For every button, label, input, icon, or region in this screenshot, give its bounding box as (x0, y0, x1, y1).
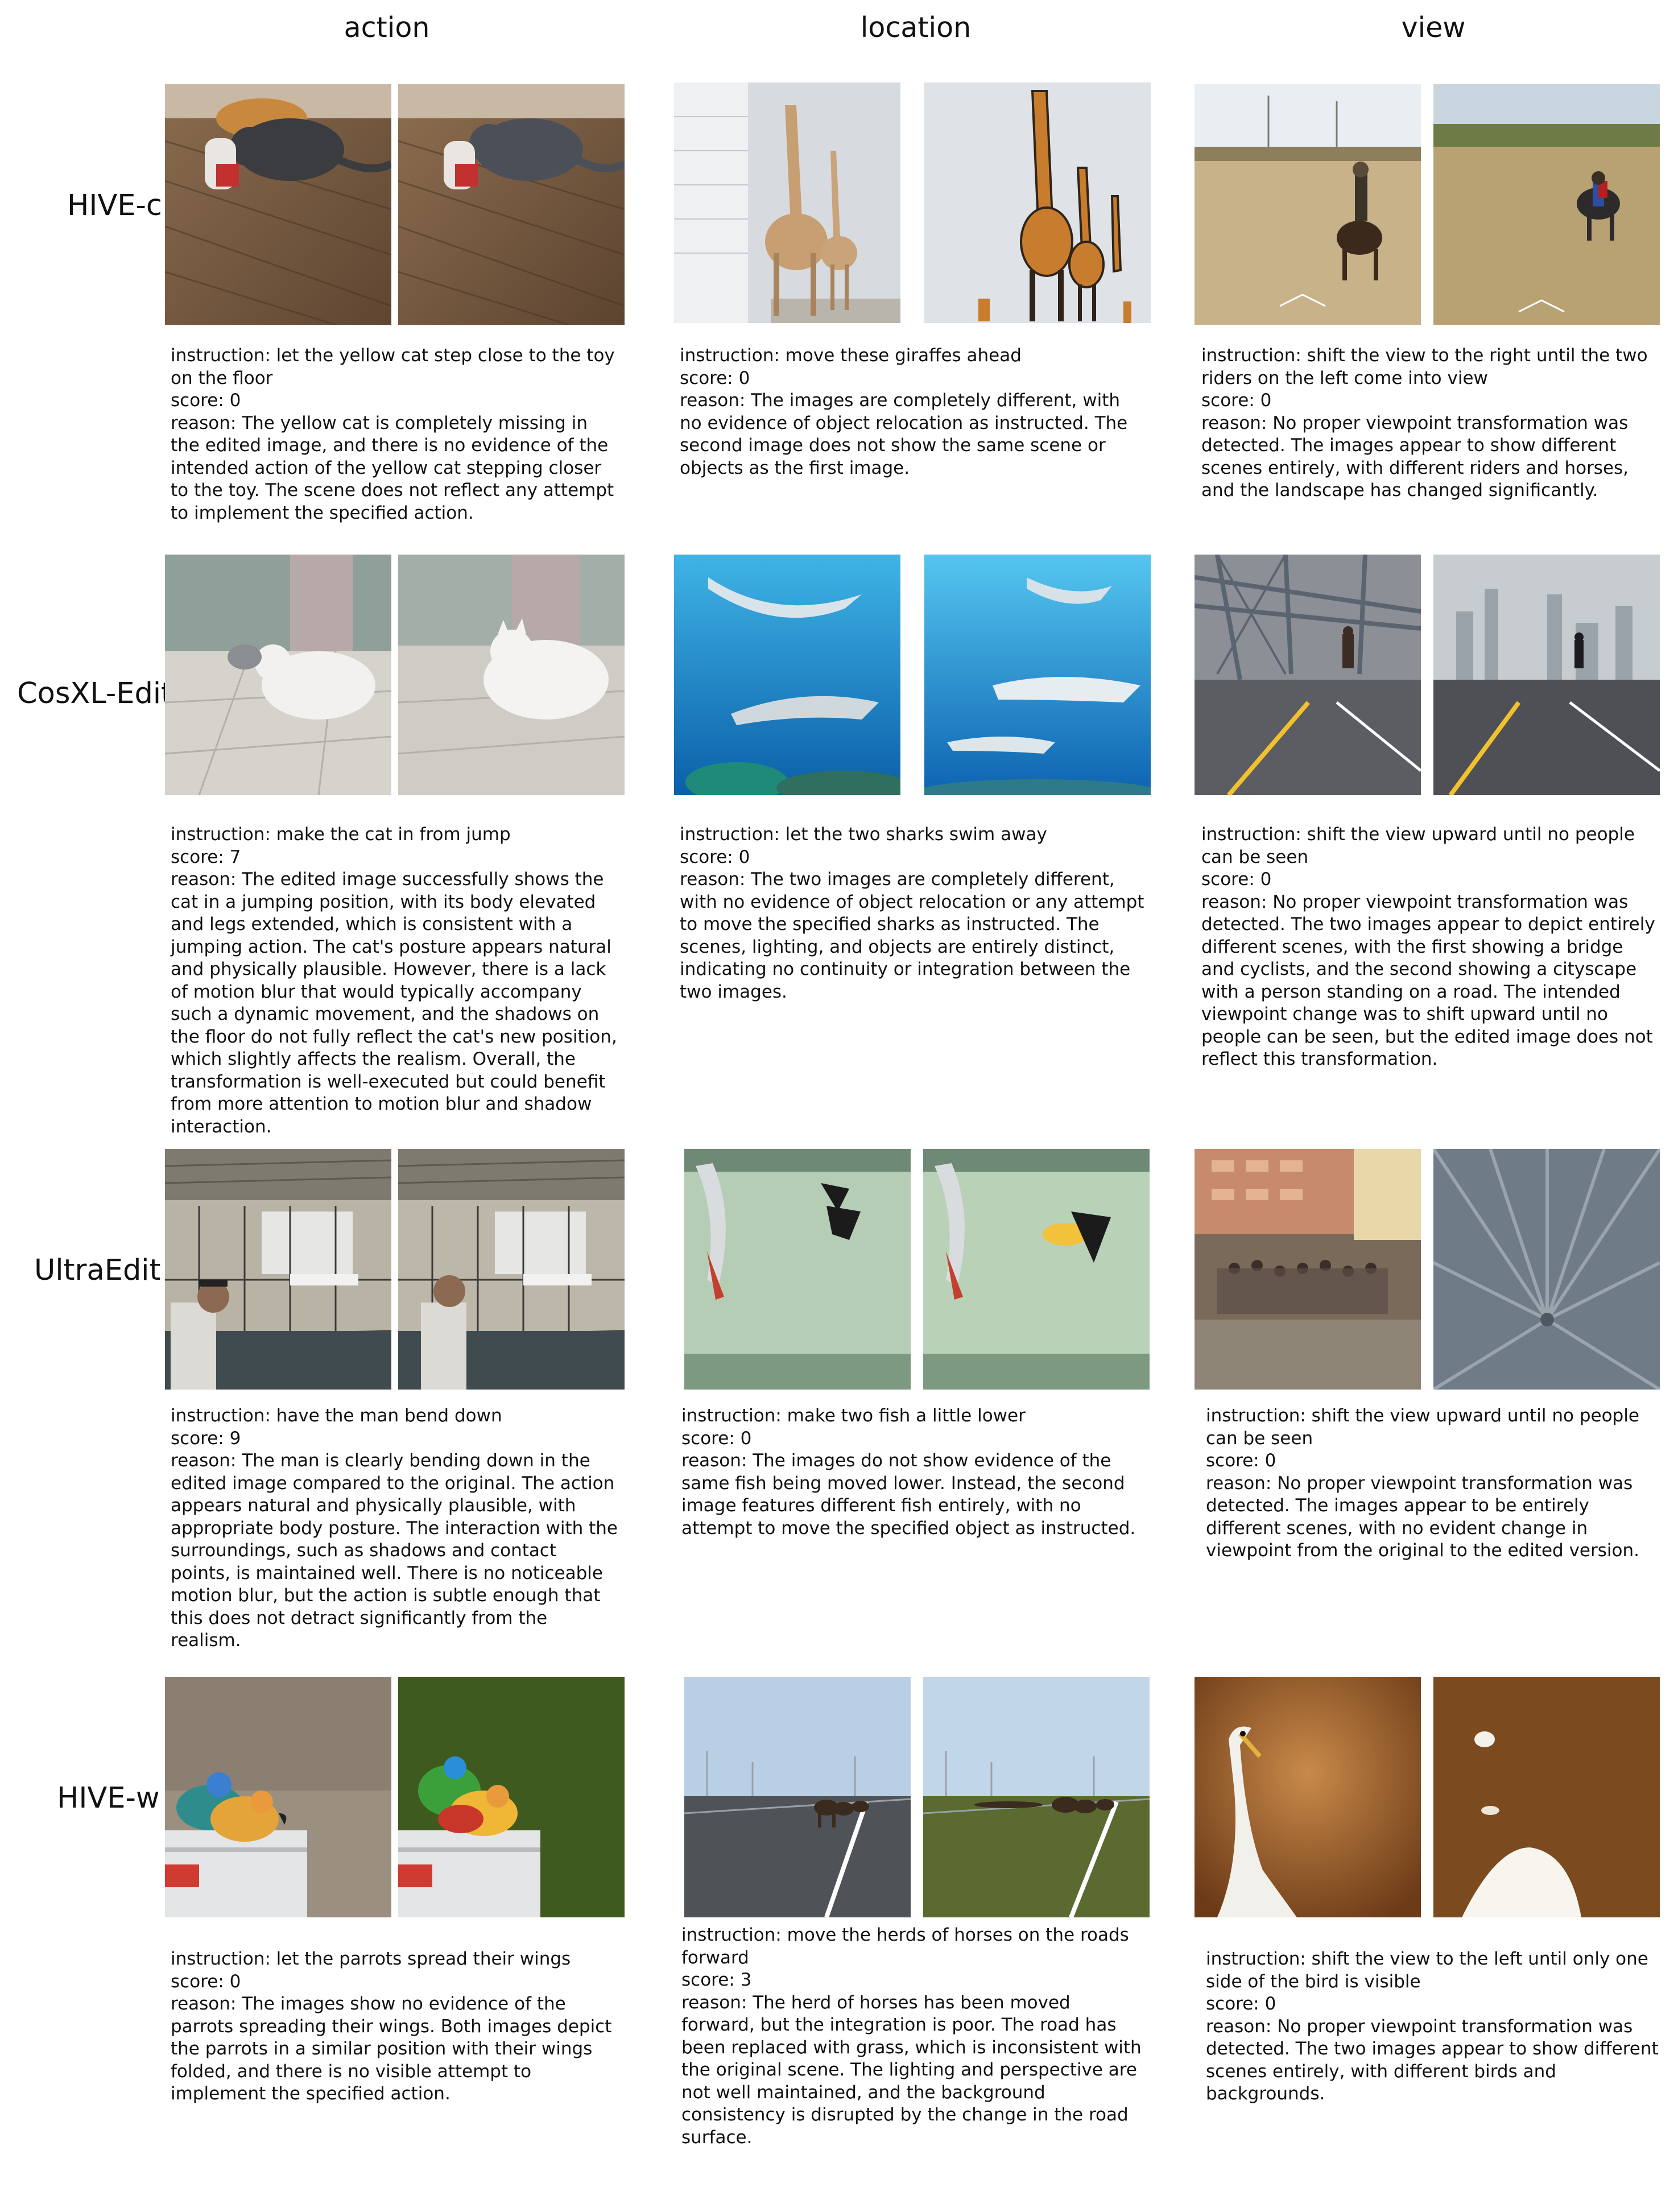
edited-image (923, 1149, 1150, 1390)
image-pair-view (1195, 555, 1660, 795)
caption-reason: reason: The yellow cat is completely mis… (171, 412, 614, 523)
edited-image (1433, 1677, 1660, 1917)
row-label-cosxl-edit: CosXL-Edit (17, 677, 166, 710)
caption-reason: reason: The images show no evidence of t… (171, 1994, 612, 2104)
edited-image (398, 1149, 625, 1390)
caption-instruction: instruction: shift the view to the right… (1201, 345, 1648, 388)
caption-instruction: instruction: move these giraffes ahead (680, 345, 1022, 366)
caption-score: score: 0 (171, 1971, 241, 1992)
caption-score: score: 0 (1201, 869, 1272, 890)
caption-reason: reason: No proper viewpoint transformati… (1201, 412, 1629, 501)
edited-image (924, 555, 1151, 795)
source-image (684, 1677, 911, 1917)
image-pair-action (165, 1149, 626, 1390)
caption-instruction: instruction: let the yellow cat step clo… (171, 345, 615, 388)
image-pair-action (165, 555, 626, 795)
source-image (165, 555, 391, 795)
image-pair-location (674, 555, 1152, 795)
image-pair-location (684, 1149, 1151, 1390)
caption-score: score: 0 (1206, 1450, 1276, 1471)
caption-reason: reason: The edited image successfully sh… (171, 869, 617, 1137)
image-pair-location (684, 1677, 1151, 1917)
column-header-location: location (860, 11, 972, 44)
edited-image (924, 82, 1151, 323)
source-image (165, 1149, 391, 1390)
edited-image (398, 1677, 625, 1917)
caption-score: score: 3 (681, 1970, 752, 1990)
caption-hive-w-action: instruction: let the parrots spread thei… (171, 1948, 620, 2106)
caption-hive-c-view: instruction: shift the view to the right… (1201, 345, 1661, 502)
caption-score: score: 0 (171, 390, 241, 411)
source-image (1195, 555, 1421, 795)
edited-image (398, 84, 625, 325)
caption-instruction: instruction: let the two sharks swim awa… (680, 824, 1047, 845)
column-header-view: view (1401, 11, 1466, 44)
caption-instruction: instruction: shift the view upward until… (1201, 824, 1635, 867)
edited-image (923, 1677, 1150, 1917)
caption-instruction: instruction: shift the view upward until… (1206, 1405, 1639, 1449)
caption-ultraedit-view: instruction: shift the view upward until… (1206, 1405, 1661, 1562)
image-pair-view (1195, 84, 1660, 325)
caption-instruction: instruction: move the herds of horses on… (681, 1925, 1129, 1968)
image-pair-action (165, 1677, 626, 1917)
source-image (1195, 1149, 1421, 1390)
caption-reason: reason: The two images are completely di… (680, 869, 1144, 1002)
caption-instruction: instruction: have the man bend down (171, 1405, 502, 1426)
image-pair-view (1195, 1149, 1660, 1390)
caption-ultraedit-location: instruction: make two fish a little lowe… (681, 1405, 1148, 1540)
caption-hive-w-view: instruction: shift the view to the left … (1206, 1948, 1661, 2106)
caption-score: score: 0 (680, 846, 750, 867)
source-image (165, 84, 391, 325)
caption-reason: reason: No proper viewpoint transformati… (1201, 891, 1655, 1070)
caption-instruction: instruction: make two fish a little lowe… (681, 1405, 1026, 1426)
caption-score: score: 0 (1201, 390, 1272, 411)
caption-reason: reason: No proper viewpoint transformati… (1206, 2016, 1659, 2104)
caption-score: score: 9 (171, 1428, 241, 1449)
source-image (674, 82, 900, 323)
caption-instruction: instruction: make the cat in from jump (171, 824, 511, 845)
edited-image (398, 555, 625, 795)
caption-score: score: 7 (171, 846, 241, 867)
row-label-hive-c: HIVE-c (67, 189, 162, 222)
column-header-action: action (344, 11, 430, 44)
caption-score: score: 0 (681, 1428, 752, 1449)
caption-cosxl-edit-view: instruction: shift the view upward until… (1201, 824, 1661, 1071)
caption-score: score: 0 (680, 367, 750, 388)
edited-image (1433, 1149, 1660, 1390)
caption-instruction: instruction: shift the view to the left … (1206, 1949, 1648, 1992)
caption-reason: reason: The man is clearly bending down … (171, 1450, 618, 1651)
caption-reason: reason: The herd of horses has been move… (681, 1992, 1142, 2148)
edited-image (1433, 84, 1660, 325)
caption-hive-c-action: instruction: let the yellow cat step clo… (171, 345, 620, 524)
caption-reason: reason: The images do not show evidence … (681, 1450, 1136, 1539)
image-pair-action (165, 84, 626, 325)
caption-hive-c-location: instruction: move these giraffes ahead s… (680, 345, 1146, 479)
caption-cosxl-edit-action: instruction: make the cat in from jump s… (171, 824, 620, 1138)
caption-hive-w-location: instruction: move the herds of horses on… (681, 1924, 1148, 2149)
image-pair-location (674, 82, 1152, 323)
caption-score: score: 0 (1206, 1994, 1276, 2014)
source-image (1195, 84, 1421, 325)
source-image (1195, 1677, 1421, 1917)
source-image (674, 555, 900, 795)
image-pair-view (1195, 1677, 1660, 1917)
caption-reason: reason: No proper viewpoint transformati… (1206, 1473, 1639, 1561)
caption-cosxl-edit-location: instruction: let the two sharks swim awa… (680, 824, 1146, 1003)
caption-reason: reason: The images are completely differ… (680, 390, 1128, 478)
caption-instruction: instruction: let the parrots spread thei… (171, 1949, 571, 1969)
row-label-ultraedit: UltraEdit (34, 1254, 161, 1287)
edited-image (1433, 555, 1660, 795)
source-image (165, 1677, 391, 1917)
source-image (684, 1149, 911, 1390)
row-label-hive-w: HIVE-w (57, 1781, 160, 1815)
caption-ultraedit-action: instruction: have the man bend down scor… (171, 1405, 620, 1652)
